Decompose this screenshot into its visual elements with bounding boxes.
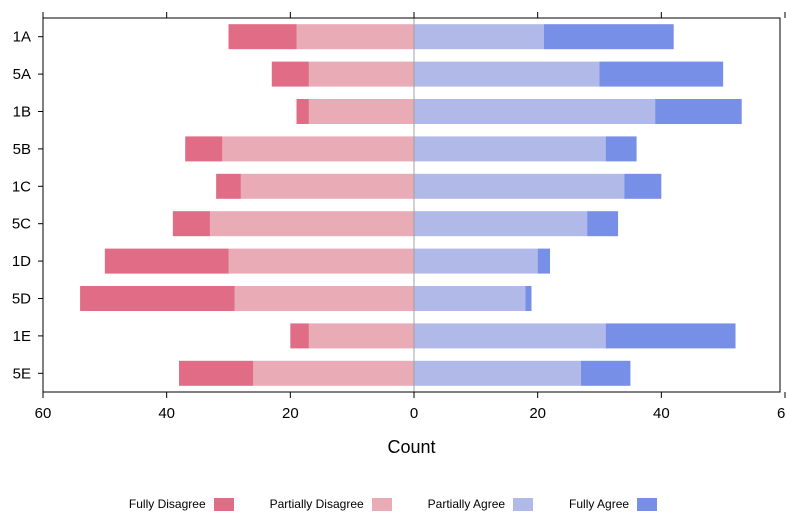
bar-partially-agree-5b xyxy=(414,136,606,162)
bar-partially-disagree-1e xyxy=(308,323,414,349)
bar-partially-disagree-5e xyxy=(253,360,414,386)
x-tick-label: 0 xyxy=(410,405,418,422)
bar-partially-disagree-5a xyxy=(308,61,414,87)
x-tick-label: 60 xyxy=(777,405,786,422)
x-axis-label: Count xyxy=(387,437,435,457)
bar-fully-disagree-5b xyxy=(185,136,223,162)
bar-fully-disagree-1a xyxy=(228,24,297,50)
bar-partially-agree-5c xyxy=(414,211,588,237)
bar-fully-disagree-1d xyxy=(104,248,229,274)
bar-fully-agree-5a xyxy=(599,61,724,87)
legend: Fully Disagree Partially Disagree Partiall… xyxy=(0,494,786,514)
bar-partially-agree-5e xyxy=(414,360,581,386)
bar-partially-agree-1d xyxy=(414,248,538,274)
bar-partially-agree-1a xyxy=(414,24,544,50)
legend-item-fully-agree: Fully Agree xyxy=(569,494,658,514)
x-tick-label: 60 xyxy=(35,405,52,422)
legend-swatch xyxy=(371,497,392,511)
x-tick-label: 40 xyxy=(653,405,670,422)
bar-partially-agree-1e xyxy=(414,323,606,349)
bar-fully-disagree-5a xyxy=(271,61,309,87)
x-tick-label: 40 xyxy=(158,405,175,422)
bar-fully-agree-1b xyxy=(655,99,742,124)
bar-fully-disagree-5d xyxy=(80,286,235,311)
y-tick-label: 1D xyxy=(12,253,31,270)
bar-partially-disagree-5c xyxy=(209,211,414,237)
bar-fully-disagree-1c xyxy=(216,173,241,199)
legend-swatch xyxy=(513,497,534,511)
legend-item-partially-disagree: Partially Disagree xyxy=(270,494,392,514)
bar-partially-disagree-5d xyxy=(234,286,414,311)
y-tick-label: 1B xyxy=(13,104,31,121)
bar-partially-disagree-5b xyxy=(222,136,414,162)
y-tick-label: 5E xyxy=(13,365,31,382)
bar-fully-agree-5c xyxy=(587,211,619,237)
bar-fully-agree-1e xyxy=(605,323,736,349)
bar-partially-disagree-1a xyxy=(296,24,414,50)
bar-fully-agree-1d xyxy=(537,248,551,274)
y-tick-label: 5C xyxy=(12,216,31,233)
y-axis: 1A 5A 1B 5B 1C 5C 1D 5D 1E 5E xyxy=(12,29,43,382)
legend-swatch xyxy=(213,497,234,511)
legend-swatch xyxy=(637,497,658,511)
bar-fully-disagree-1e xyxy=(290,323,309,349)
x-axis: 60 40 20 0 20 40 60 xyxy=(35,12,786,422)
bar-fully-agree-1c xyxy=(624,173,662,199)
legend-label: Fully Disagree xyxy=(128,497,206,511)
bar-partially-agree-5d xyxy=(414,286,526,311)
legend-item-partially-agree: Partially Agree xyxy=(427,494,534,514)
bar-fully-agree-5e xyxy=(580,360,631,386)
bar-fully-agree-5d xyxy=(525,286,532,311)
bar-fully-disagree-1b xyxy=(296,99,309,124)
y-tick-label: 5D xyxy=(12,291,31,308)
legend-label: Partially Agree xyxy=(427,497,506,511)
x-tick-label: 20 xyxy=(529,405,546,422)
bar-partially-disagree-1c xyxy=(240,173,414,199)
bar-partially-agree-5a xyxy=(414,61,600,87)
legend-item-fully-disagree: Fully Disagree xyxy=(129,494,234,514)
y-tick-label: 1C xyxy=(12,178,31,195)
bar-fully-agree-1a xyxy=(543,24,674,50)
bar-fully-disagree-5e xyxy=(179,360,254,386)
bar-partially-agree-1c xyxy=(414,173,625,199)
y-tick-label: 5B xyxy=(13,141,31,158)
bar-partially-disagree-1d xyxy=(228,248,414,274)
legend-label: Fully Agree xyxy=(569,497,630,511)
bar-fully-agree-5b xyxy=(605,136,637,162)
legend-label: Partially Disagree xyxy=(269,497,364,511)
bars-group xyxy=(80,24,742,386)
x-tick-label: 20 xyxy=(282,405,299,422)
y-tick-label: 1A xyxy=(13,29,31,46)
bar-fully-disagree-5c xyxy=(172,211,210,237)
plot-frame xyxy=(42,17,781,393)
y-tick-label: 5A xyxy=(13,66,31,83)
bar-partially-agree-1b xyxy=(414,99,656,124)
bar-partially-disagree-1b xyxy=(308,99,414,124)
y-tick-label: 1E xyxy=(13,328,31,345)
